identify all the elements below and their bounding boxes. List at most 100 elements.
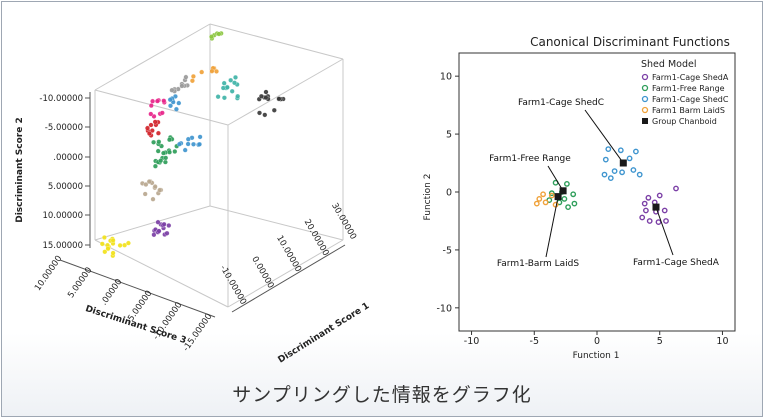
scatter-3d-point [257, 110, 262, 116]
y-axis-label: Discriminant Score 2 [15, 117, 25, 223]
scatter-3d-point [158, 158, 164, 164]
scatter-point [655, 219, 662, 226]
annotation-leader [547, 165, 564, 192]
group-centroid [619, 159, 627, 167]
scatter-3d-point [143, 182, 149, 187]
scatter-3d-point [209, 68, 215, 74]
scatter-point [602, 156, 609, 163]
plot-area: -10 -5 0 5 10 -10 -5 0 5 10 Farm1-Cage ShedC Farm1-… [436, 52, 736, 347]
scatter-point [663, 218, 669, 224]
scatter-3d-point [228, 77, 234, 83]
scatter-3d-point [176, 141, 182, 147]
group-centroid [554, 193, 562, 201]
y-tick-label: 0 [446, 188, 452, 199]
scatter-3d-point [221, 95, 227, 101]
scatter-3d-point [161, 150, 166, 156]
cube-edge [94, 23, 211, 91]
scatter-3d-point [190, 73, 196, 79]
scatter-point [617, 147, 624, 154]
scatter-3d-point [151, 139, 157, 145]
scatter-3d-point [209, 34, 214, 40]
scatter-point [570, 191, 577, 198]
scatter-3d-point [185, 141, 191, 147]
scatter-point [630, 167, 637, 173]
scatter-3d-point [117, 242, 123, 248]
x-tick-label: -5 [530, 336, 539, 347]
annotation-leader [655, 206, 674, 256]
legend-marker [642, 118, 648, 124]
scatter-3d-point [148, 111, 154, 117]
y-tick-label: -10 [436, 303, 452, 314]
annotation-label: Farm1-Cage ShedC [518, 98, 604, 108]
scatter-point [548, 190, 555, 197]
scatter-3d-point [152, 119, 158, 125]
legend-label: Farm1-Cage ShedC [652, 95, 729, 104]
cube-edge [94, 89, 229, 126]
scatter-3d-point [262, 112, 268, 118]
scatter-3d-point [172, 149, 178, 154]
scatter-3d-point [167, 97, 173, 103]
y-tick-label: .00000 [53, 153, 83, 163]
scatter-3d-point [156, 139, 162, 145]
scatter-3d-point [215, 94, 221, 100]
scatter-point [646, 218, 653, 224]
scatter-point [673, 185, 679, 192]
legend-marker [641, 106, 649, 114]
group-centroid [559, 187, 567, 195]
scatter-3d-point [191, 141, 196, 147]
cube-edge [209, 205, 344, 241]
scatter-point [601, 171, 608, 178]
annotation-label: Farm1-Barm LaidS [497, 259, 579, 269]
scatter-3d-point [161, 98, 167, 104]
scatter-3d-point [169, 87, 175, 93]
scatter-3d-point [148, 103, 154, 109]
legend-marker [641, 84, 649, 92]
scatter-3d-point [105, 246, 111, 251]
y-tick-label: 10 [440, 72, 452, 83]
y-tick-label: 5.00000 [48, 182, 83, 192]
scatter-3d-point [150, 196, 156, 202]
scatter-point [643, 207, 649, 214]
scatter-3d-point [276, 96, 282, 102]
scatter-3d-points [99, 30, 286, 259]
scatter-point [605, 146, 612, 153]
scatter-3d-point [110, 237, 116, 243]
x-tick-label: -10 [464, 336, 480, 347]
scatter-3d-point [229, 88, 235, 94]
x-axis-label: Function 1 [573, 351, 620, 361]
scatter-3d-point [199, 69, 205, 75]
scatter-3d-point [182, 147, 188, 153]
scatter-point [636, 171, 643, 178]
y-tick-label: -5.00000 [45, 123, 83, 133]
scatter-point [626, 155, 633, 162]
scatter-point [533, 200, 540, 207]
scatter-point [661, 207, 668, 214]
y-tick-label: 15.00000 [42, 241, 83, 251]
y-tick-label: 5 [446, 130, 452, 141]
scatter-point [564, 180, 570, 187]
cube-edge [209, 23, 344, 60]
scatter-3d-point [150, 98, 156, 104]
scatter-3d-point [149, 128, 155, 134]
y-axis-label: Function 2 [423, 174, 433, 221]
scatter-3d-point [163, 155, 169, 161]
scatter-point [571, 200, 578, 207]
scatter-3d-point [235, 93, 241, 99]
scatter-3d-point [142, 191, 148, 197]
scatter-point [607, 175, 614, 182]
scatter-3d-point [197, 141, 202, 147]
scatter-point [548, 192, 555, 199]
scatter-3d-point [232, 80, 237, 86]
x-axis-line [231, 244, 346, 313]
scatter-point [656, 192, 663, 199]
legend-title: Shed Model [641, 59, 696, 70]
scatter-3d-point [176, 100, 182, 106]
scatter-point [619, 169, 625, 176]
x-tick-label: 5 [657, 336, 663, 347]
annotation-label: Farm1-Cage ShedA [633, 258, 720, 268]
scatter-3d-point [185, 136, 191, 142]
x-tick-label: 0 [594, 336, 600, 347]
cube-edge [227, 58, 344, 126]
scatter-3d-point [152, 163, 158, 169]
